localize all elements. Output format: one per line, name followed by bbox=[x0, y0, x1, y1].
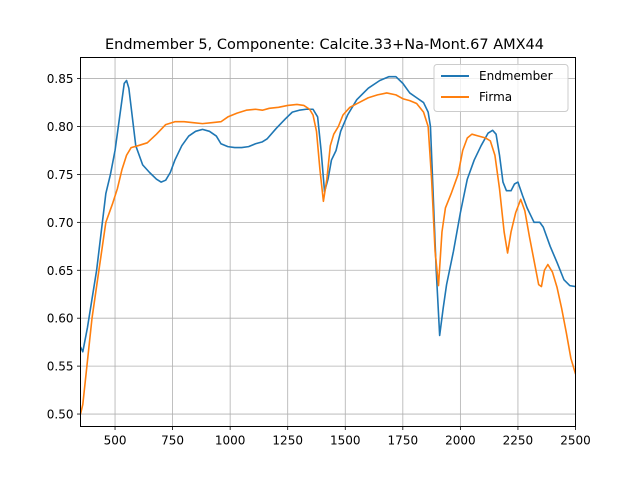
series-line-firma bbox=[80, 92, 576, 415]
x-tick-label: 1500 bbox=[330, 434, 361, 448]
series-layer bbox=[80, 75, 576, 415]
x-tick-label: 500 bbox=[104, 434, 127, 448]
x-axis: 500 750 1000 1250 1500 1750 2000 2250 2500 bbox=[104, 426, 591, 448]
y-tick-label: 0.80 bbox=[47, 120, 74, 134]
y-tick-label: 0.55 bbox=[47, 360, 74, 374]
y-tick-label: 0.60 bbox=[47, 312, 74, 326]
legend-label-firma: Firma bbox=[479, 90, 512, 104]
plot-frame bbox=[80, 57, 576, 427]
y-tick-label: 0.75 bbox=[47, 168, 74, 182]
y-tick-label: 0.85 bbox=[47, 72, 74, 86]
x-tick-label: 2250 bbox=[503, 434, 534, 448]
y-tick-label: 0.70 bbox=[47, 216, 74, 230]
x-tick-label: 2500 bbox=[560, 434, 591, 448]
y-tick-label: 0.65 bbox=[47, 264, 74, 278]
y-axis: 0.50 0.55 0.60 0.65 0.70 0.75 0.80 0.85 bbox=[47, 72, 81, 422]
y-tick-label: 0.50 bbox=[47, 408, 74, 422]
x-tick-label: 750 bbox=[161, 434, 184, 448]
x-tick-label: 1250 bbox=[272, 434, 303, 448]
x-tick-label: 1000 bbox=[215, 434, 246, 448]
chart-title: Endmember 5, Componente: Calcite.33+Na-M… bbox=[105, 37, 544, 53]
legend: Endmember Firma bbox=[433, 64, 569, 112]
x-tick-label: 1750 bbox=[388, 434, 419, 448]
legend-label-endmember: Endmember bbox=[479, 69, 553, 83]
x-tick-label: 2000 bbox=[445, 434, 476, 448]
series-line-endmember bbox=[80, 75, 576, 353]
